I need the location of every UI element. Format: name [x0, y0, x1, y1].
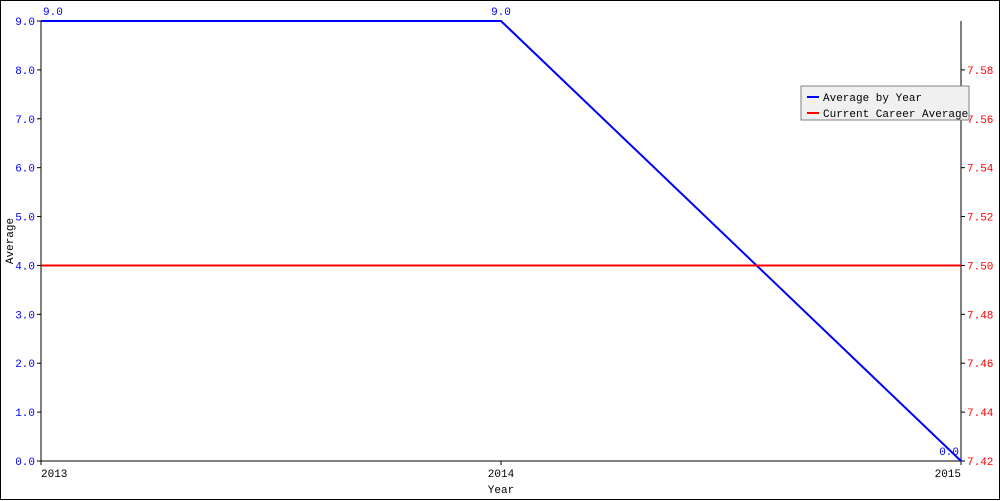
left-axis-tick-label: 1.0: [15, 408, 35, 420]
left-axis-title: Average: [5, 218, 17, 264]
series-point-label: 9.0: [491, 7, 511, 19]
left-axis-tick-label: 7.0: [15, 115, 35, 127]
right-axis-tick-label: 7.58: [967, 66, 993, 78]
legend-label: Current Career Average: [823, 109, 968, 121]
right-axis-tick-label: 7.56: [967, 115, 993, 127]
left-axis-tick-label: 9.0: [15, 17, 35, 29]
right-axis-tick-label: 7.46: [967, 359, 993, 371]
series-point-label: 0.0: [939, 447, 959, 459]
series-point-label: 9.0: [43, 7, 63, 19]
chart-container: 0.0 1.0 2.0 3.0 4.0 5.0 6.0 7.0 8.0 9.0 7.42 7.44 7.…: [0, 0, 1000, 500]
left-axis-tick-label: 2.0: [15, 359, 35, 371]
x-axis-title: Year: [488, 485, 514, 497]
right-axis-tick-label: 7.48: [967, 310, 993, 322]
x-axis-tick-label: 2014: [488, 469, 515, 481]
right-axis-tick-label: 7.50: [967, 261, 993, 273]
right-axis-tick-label: 7.44: [967, 408, 994, 420]
left-axis-tick-label: 6.0: [15, 164, 35, 176]
line-chart: 0.0 1.0 2.0 3.0 4.0 5.0 6.0 7.0 8.0 9.0 7.42 7.44 7.…: [1, 1, 1000, 501]
x-axis-tick-label: 2013: [41, 469, 67, 481]
right-axis-tick-label: 7.54: [967, 164, 994, 176]
left-axis-tick-label: 4.0: [15, 261, 35, 273]
left-axis-tick-label: 5.0: [15, 213, 35, 225]
x-axis-tick-label: 2015: [935, 469, 961, 481]
right-axis-tick-label: 7.42: [967, 457, 993, 469]
legend-label: Average by Year: [823, 93, 922, 105]
left-axis-tick-label: 0.0: [15, 457, 35, 469]
left-axis-tick-label: 8.0: [15, 66, 35, 78]
left-axis-tick-label: 3.0: [15, 310, 35, 322]
right-axis-tick-label: 7.52: [967, 213, 993, 225]
